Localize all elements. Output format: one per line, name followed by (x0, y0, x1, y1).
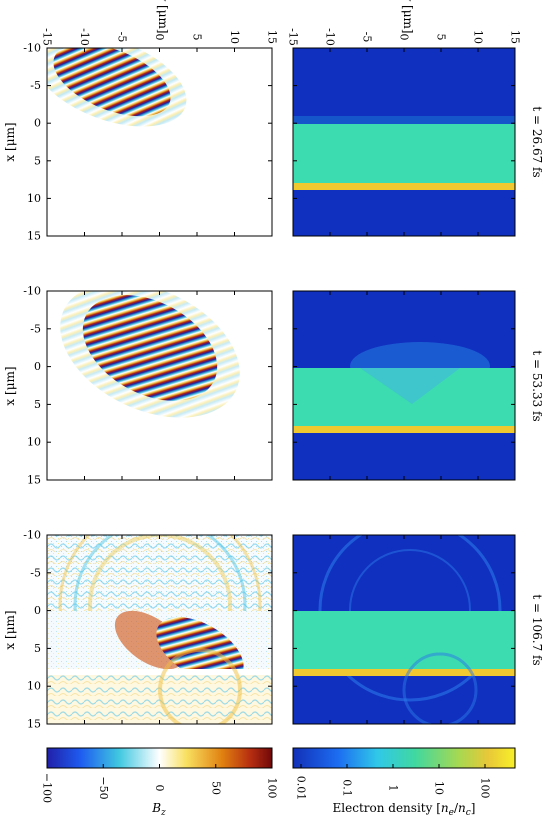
y-tick-label: -5 (116, 32, 129, 43)
x-tick-label: 10 (27, 436, 41, 449)
bz-panel-1 (46, 47, 273, 237)
x-tick-label: -5 (30, 79, 41, 92)
ne-panel-2 (292, 290, 516, 481)
bz-cbar-tick-label: −100 (41, 773, 54, 803)
y-tick-label: 0 (398, 34, 411, 41)
ne-cbar-tick-label: 1 (387, 785, 400, 792)
bz-label-sub: z (160, 808, 166, 818)
y-tick-label: 0 (153, 34, 166, 41)
left-axis-label-3: x [μm] (3, 610, 17, 649)
bz-panel-2 (46, 290, 273, 481)
y-tick-label: -15 (287, 28, 300, 46)
bz-panel-3 (46, 534, 273, 725)
left-axis-label-1: x [μm] (3, 122, 17, 161)
x-tick-label: 10 (27, 680, 41, 693)
x-tick-label: -5 (30, 322, 41, 335)
ne-label-n2: n (458, 801, 466, 815)
bz-label-main: B (151, 801, 161, 815)
x-tick-label: -10 (23, 285, 41, 298)
ne-label-close: ] (471, 801, 476, 815)
x-tick-label: 0 (34, 360, 41, 373)
x-tick-label: 5 (34, 154, 41, 167)
ne-label-e: e (449, 808, 454, 818)
x-tick-label: 10 (27, 192, 41, 205)
y-tick-label: -15 (41, 28, 54, 46)
y-tick-label: 10 (472, 30, 485, 44)
x-tick-label: 0 (34, 117, 41, 130)
time-label-2: t = 53.33 fs (530, 350, 544, 421)
top-axis-label-left: y [μm] (156, 0, 170, 34)
x-tick-label: -10 (23, 529, 41, 542)
left-axis-label-2: x [μm] (3, 366, 17, 405)
ne-panel-3 (292, 534, 516, 725)
y-tick-label: 5 (191, 34, 204, 41)
x-tick-label: -10 (23, 42, 41, 55)
y-tick-label: -10 (78, 28, 91, 46)
x-tick-label: 5 (34, 398, 41, 411)
time-label-3: t = 106.7 fs (530, 594, 544, 665)
ne-cbar-tick-label: 0.01 (295, 776, 308, 801)
ne-panel-1 (292, 47, 516, 237)
ne-label-c: c (466, 808, 471, 818)
ne-cbar-tick-label: 0.1 (341, 779, 354, 797)
top-axis-label-right: y [μm] (401, 0, 415, 34)
ne-colorbar-label: Electron density [ne/nc] (333, 801, 476, 818)
y-tick-label: 10 (228, 30, 241, 44)
ne-label-slash: / (454, 801, 459, 815)
bz-cbar-tick-label: −50 (97, 776, 110, 799)
ne-cbar-tick-label: 10 (433, 781, 446, 795)
ne-colorbar (292, 747, 516, 769)
x-tick-label: 0 (34, 604, 41, 617)
ne-cbar-tick-label: 100 (479, 778, 492, 799)
y-tick-label: 15 (509, 30, 522, 44)
y-tick-label: -10 (324, 28, 337, 46)
x-tick-label: 15 (27, 474, 41, 487)
bz-cbar-tick-label: 50 (209, 781, 222, 795)
ne-label-n: n (441, 801, 449, 815)
x-tick-label: 15 (27, 230, 41, 243)
y-tick-label: 5 (435, 34, 448, 41)
y-tick-label: -5 (361, 32, 374, 43)
bz-cbar-tick-label: 0 (153, 785, 166, 792)
y-tick-label: 15 (266, 30, 279, 44)
time-label-1: t = 26.67 fs (530, 106, 544, 177)
x-tick-label: 5 (34, 642, 41, 655)
bz-cbar-tick-label: 100 (266, 778, 279, 799)
bz-colorbar-label: Bz (151, 801, 166, 818)
x-tick-label: -5 (30, 566, 41, 579)
x-tick-label: 15 (27, 718, 41, 731)
